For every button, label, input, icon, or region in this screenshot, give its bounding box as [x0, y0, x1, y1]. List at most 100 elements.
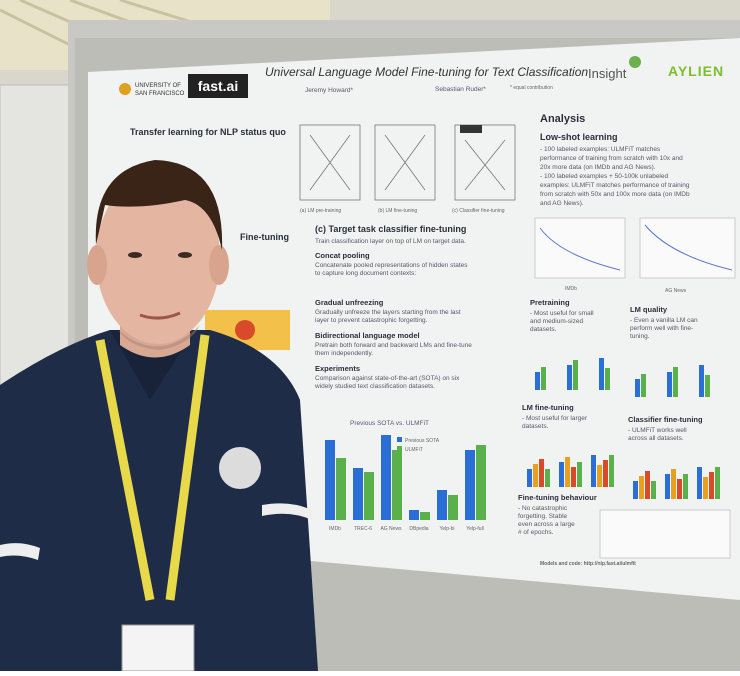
text: - 100 labeled examples + 50-100k unlabel… — [540, 173, 668, 180]
panel-bar — [541, 367, 546, 390]
panel-bar — [635, 379, 640, 397]
bar — [420, 512, 430, 520]
bar — [465, 450, 475, 520]
panel-bar — [667, 372, 672, 397]
author: Sebastian Ruder* — [435, 86, 486, 93]
category-label: IMDb — [329, 526, 341, 532]
panel-bar — [677, 479, 682, 499]
face — [96, 172, 220, 344]
panel-bar — [673, 367, 678, 397]
legend-swatch — [397, 446, 402, 451]
plot — [639, 217, 736, 279]
text: 20x more data (on IMDb and AG News). — [540, 164, 656, 171]
plot-line — [539, 227, 621, 271]
panel-bar — [671, 469, 676, 499]
text: Comparison against state-of-the-art (SOT… — [315, 375, 460, 382]
bar — [325, 440, 335, 520]
author: Jeremy Howard* — [305, 87, 354, 94]
panel-bar — [559, 462, 564, 487]
panel-bar — [645, 471, 650, 499]
panel-bar — [539, 459, 544, 487]
bar — [409, 510, 419, 520]
panel-bar — [577, 462, 582, 487]
figure-caption: (a) LM pre-training — [300, 208, 341, 214]
panel-bar — [665, 474, 670, 499]
text: forgetting. Stable — [518, 513, 568, 520]
ear — [87, 245, 107, 285]
lanyard — [95, 334, 210, 601]
text: - Most useful for larger — [522, 415, 588, 422]
text: datasets. — [530, 326, 557, 333]
panel-bar — [573, 360, 578, 390]
section-title: Bidirectional language model — [315, 331, 420, 340]
panel-bar — [705, 375, 710, 397]
bar — [392, 450, 402, 520]
panel-bar — [591, 455, 596, 487]
plot-label: AG News — [665, 288, 687, 294]
text: to capture long document contexts: — [315, 270, 416, 277]
text: tuning. — [630, 333, 650, 340]
legend-text: ULMFiT — [405, 447, 423, 453]
panel-bar — [567, 365, 572, 390]
panel-bar — [609, 455, 614, 487]
panel-bar — [683, 474, 688, 499]
panel-bar — [697, 467, 702, 499]
text: datasets. — [522, 423, 549, 430]
text: Concatenate pooled representations of hi… — [315, 262, 468, 269]
legend-swatch — [397, 437, 402, 442]
section-heading: (c) Target task classifier fine-tuning — [315, 224, 466, 234]
figure-caption: (c) Classifier fine-tuning — [452, 208, 505, 214]
classifier-block — [460, 125, 482, 133]
bar — [437, 490, 447, 520]
usf-logo — [119, 83, 131, 95]
network-figures — [299, 124, 516, 201]
bar — [448, 495, 458, 520]
panel-bar — [709, 472, 714, 499]
panel-bar — [641, 374, 646, 397]
text: - Even a vanilla LM can — [630, 317, 698, 324]
category-label: DBpedia — [409, 526, 428, 532]
poster-title: Universal Language Model Fine-tuning for… — [265, 65, 588, 79]
bar — [381, 435, 391, 520]
sleeve-stripe — [262, 503, 312, 520]
note: * equal contribution — [510, 85, 553, 91]
text: Pretrain both forward and backward LMs a… — [315, 342, 472, 349]
side-board — [0, 84, 79, 386]
panel-bar — [603, 460, 608, 487]
text: from scratch with 50x and 100x more data… — [540, 191, 690, 198]
bar — [336, 458, 346, 520]
panel-bar — [565, 457, 570, 487]
emblem — [217, 445, 263, 491]
arrow-dot — [235, 320, 255, 340]
fastai-logo — [188, 74, 248, 98]
panel-bar — [545, 469, 550, 487]
text: layer to prevent catastrophic forgetting… — [315, 317, 428, 324]
sleeve-stripe — [0, 543, 40, 560]
section-heading: Transfer learning for NLP status quo — [130, 127, 286, 137]
poster-chart: IMDb TREC-6 AG News DBpedia Yelp-bi Yelp-full — [325, 435, 486, 532]
text: - No catastrophic — [518, 505, 568, 512]
panel-title: Pretraining — [530, 298, 570, 307]
text: - Most useful for small — [530, 310, 594, 317]
section-heading: Fine-tuning — [240, 232, 289, 242]
stubble — [118, 325, 200, 350]
section-title: Gradual unfreezing — [315, 298, 384, 307]
university-line: UNIVERSITY OF — [135, 83, 181, 89]
badge — [121, 624, 195, 672]
ear — [209, 245, 229, 285]
text: - ULMFiT works well — [628, 427, 687, 434]
panel-bar — [703, 477, 708, 499]
text: Gradually unfreeze the layers starting f… — [315, 309, 461, 316]
section-title: Experiments — [315, 364, 360, 373]
shirt — [0, 330, 318, 671]
figure-caption: (b) LM fine-tuning — [378, 208, 417, 214]
panel-bar — [571, 467, 576, 487]
category-label: AG News — [380, 526, 402, 532]
category-label: Yelp-bi — [439, 526, 454, 532]
text: examples: ULMFiT matches performance of … — [540, 182, 690, 189]
panel-bar — [715, 467, 720, 499]
text: - 100 labeled examples: ULMFiT matches — [540, 146, 661, 153]
